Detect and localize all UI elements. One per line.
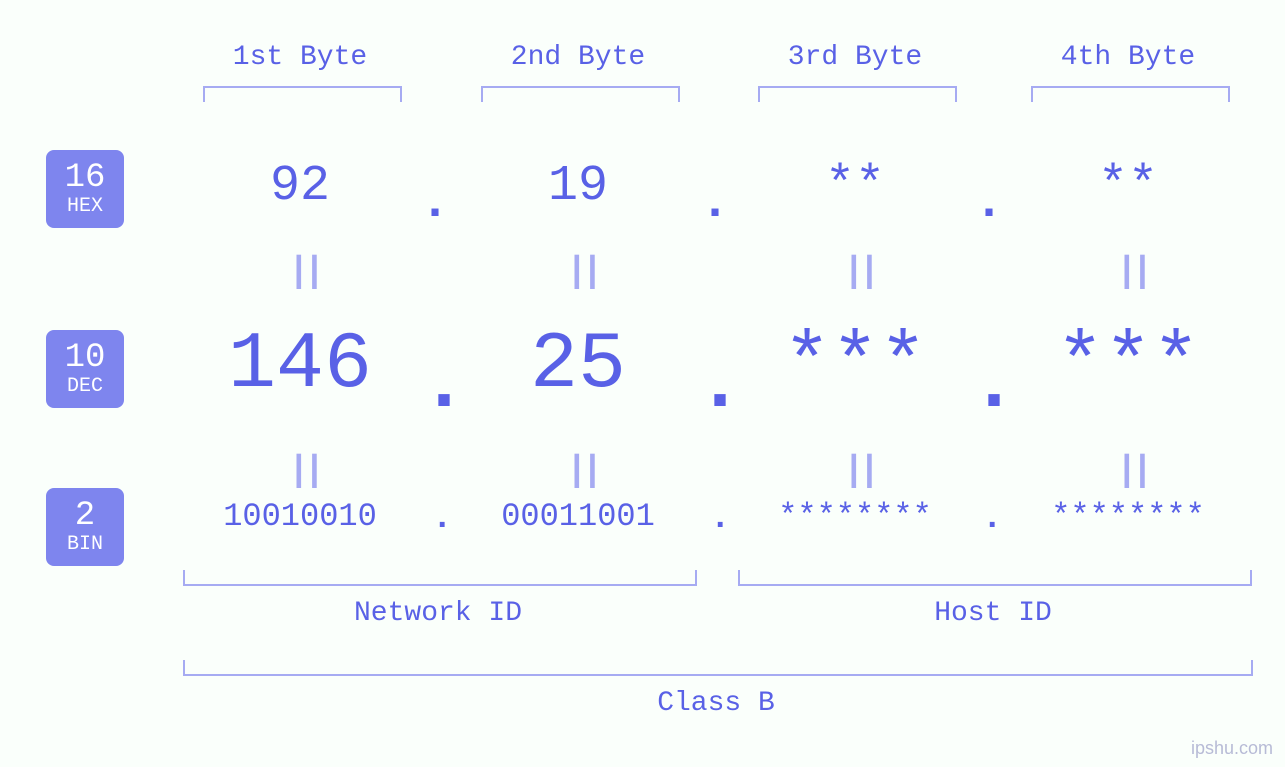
base-badge-hex: 16 HEX — [46, 150, 124, 228]
dot-hex-3: . — [974, 175, 1004, 232]
dot-dec-2: . — [696, 340, 744, 431]
bin-byte-4: ******** — [998, 498, 1258, 535]
eq-decbin-3: || — [843, 450, 874, 491]
eq-hexdec-4: || — [1116, 251, 1147, 292]
dec-byte-2: 25 — [456, 320, 700, 411]
label-network: Network ID — [183, 598, 693, 629]
base-label-hex: HEX — [67, 196, 103, 217]
top-bracket-4 — [1031, 86, 1230, 102]
eq-decbin-2: || — [566, 450, 597, 491]
base-badge-dec: 10 DEC — [46, 330, 124, 408]
dot-bin-3: . — [982, 500, 1002, 538]
top-bracket-3 — [758, 86, 957, 102]
top-bracket-2 — [481, 86, 680, 102]
dot-dec-3: . — [970, 340, 1018, 431]
col-header-4: 4th Byte — [1003, 42, 1253, 73]
base-label-dec: DEC — [67, 376, 103, 397]
watermark: ipshu.com — [1191, 738, 1273, 759]
dot-bin-1: . — [432, 500, 452, 538]
base-label-bin: BIN — [67, 534, 103, 555]
eq-decbin-4: || — [1116, 450, 1147, 491]
bracket-network — [183, 570, 697, 586]
bin-byte-3: ******** — [725, 498, 985, 535]
base-badge-bin: 2 BIN — [46, 488, 124, 566]
eq-decbin-1: || — [288, 450, 319, 491]
dec-byte-1: 146 — [178, 320, 422, 411]
top-bracket-1 — [203, 86, 402, 102]
hex-byte-4: ** — [1028, 158, 1228, 215]
dec-byte-3: *** — [733, 320, 977, 411]
dot-bin-2: . — [710, 500, 730, 538]
col-header-1: 1st Byte — [175, 42, 425, 73]
eq-hexdec-2: || — [566, 251, 597, 292]
base-num-hex: 16 — [65, 161, 106, 197]
dec-byte-4: *** — [1006, 320, 1250, 411]
eq-hexdec-1: || — [288, 251, 319, 292]
hex-byte-1: 92 — [200, 158, 400, 215]
label-host: Host ID — [738, 598, 1248, 629]
bin-byte-2: 00011001 — [448, 498, 708, 535]
col-header-3: 3rd Byte — [730, 42, 980, 73]
bracket-class — [183, 660, 1253, 676]
label-class: Class B — [183, 688, 1249, 719]
dot-hex-2: . — [700, 175, 730, 232]
hex-byte-3: ** — [755, 158, 955, 215]
base-num-dec: 10 — [65, 341, 106, 377]
dot-hex-1: . — [420, 175, 450, 232]
bin-byte-1: 10010010 — [170, 498, 430, 535]
base-num-bin: 2 — [75, 499, 95, 535]
hex-byte-2: 19 — [478, 158, 678, 215]
eq-hexdec-3: || — [843, 251, 874, 292]
dot-dec-1: . — [420, 340, 468, 431]
col-header-2: 2nd Byte — [453, 42, 703, 73]
bracket-host — [738, 570, 1252, 586]
